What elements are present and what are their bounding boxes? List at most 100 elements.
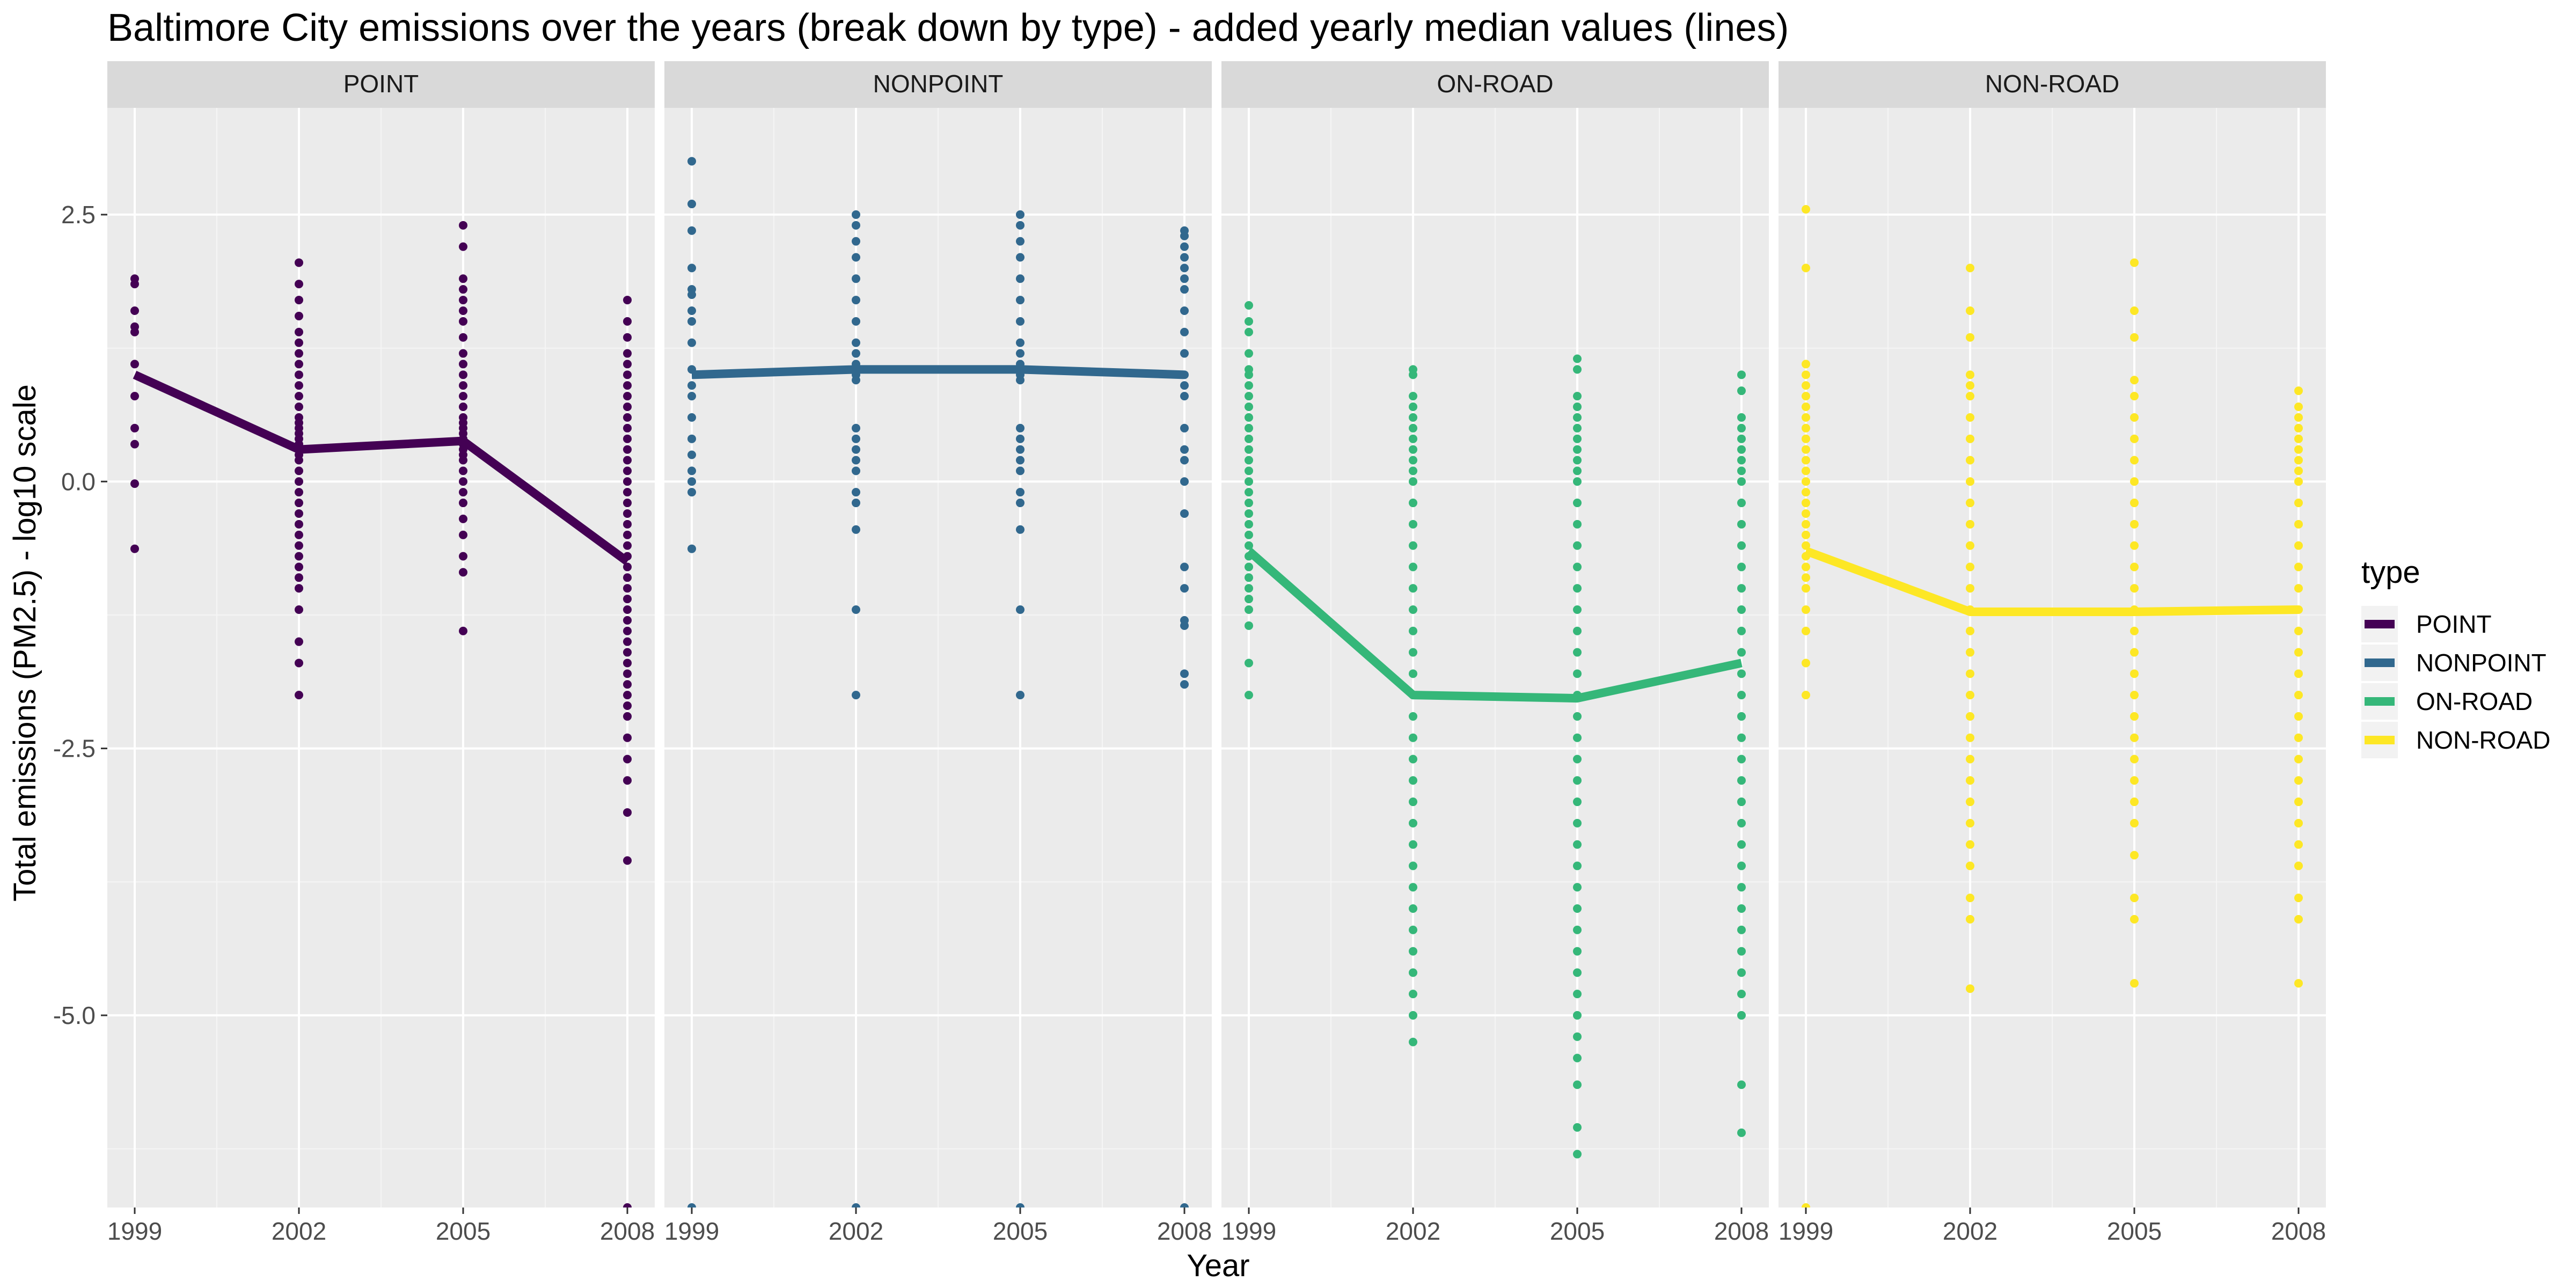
y-tick-label: -2.5	[53, 735, 96, 763]
data-point	[1180, 264, 1189, 273]
data-point	[1573, 499, 1582, 508]
data-point	[1966, 306, 1974, 315]
data-point	[623, 349, 632, 358]
data-point	[1966, 818, 1974, 828]
data-point	[623, 317, 632, 326]
data-point	[1966, 584, 1974, 593]
data-point	[1573, 423, 1582, 433]
data-point	[1245, 477, 1253, 486]
data-point	[1966, 519, 1974, 529]
data-point	[1409, 1037, 1417, 1046]
data-point	[1966, 370, 1974, 379]
data-point	[1737, 733, 1746, 742]
data-point	[687, 477, 696, 486]
data-point	[1802, 573, 1810, 582]
data-point	[295, 541, 303, 550]
data-point	[2130, 519, 2139, 529]
data-point	[2130, 712, 2139, 721]
data-point	[2294, 894, 2303, 903]
data-point	[295, 519, 303, 529]
data-point	[1245, 327, 1253, 336]
data-point	[1802, 370, 1810, 379]
data-point	[623, 477, 632, 486]
data-point	[687, 317, 696, 326]
facet-strip-label: NONPOINT	[873, 70, 1004, 98]
data-point	[1245, 413, 1253, 422]
data-point	[1409, 669, 1417, 678]
legend-label: NONPOINT	[2416, 649, 2546, 677]
data-point	[295, 530, 303, 539]
data-point	[1802, 434, 1810, 443]
data-point	[1180, 562, 1189, 572]
data-point	[1737, 413, 1746, 422]
facet-strip-label: ON-ROAD	[1437, 70, 1553, 98]
data-point	[852, 338, 860, 347]
data-point	[1245, 530, 1253, 539]
data-point	[1409, 861, 1417, 870]
data-point	[1409, 423, 1417, 433]
data-point	[295, 327, 303, 336]
data-point	[1573, 712, 1582, 721]
data-point	[1737, 499, 1746, 508]
x-tick-label: 2005	[993, 1217, 1048, 1245]
data-point	[1245, 595, 1253, 604]
data-point	[1409, 562, 1417, 572]
data-point	[1245, 370, 1253, 379]
data-point	[623, 456, 632, 465]
data-point	[459, 370, 467, 379]
data-point	[130, 306, 139, 315]
data-point	[1180, 456, 1189, 465]
data-point	[1802, 562, 1810, 572]
data-point	[1409, 605, 1417, 614]
data-point	[1966, 861, 1974, 870]
data-point	[459, 488, 467, 497]
data-point	[623, 466, 632, 475]
data-point	[2130, 776, 2139, 785]
data-point	[1409, 1011, 1417, 1020]
data-point	[852, 274, 860, 283]
data-point	[852, 499, 860, 508]
data-point	[1245, 434, 1253, 443]
legend-item-nonpoint: NONPOINT	[2361, 645, 2546, 681]
data-point	[1966, 669, 1974, 678]
legend-label: ON-ROAD	[2416, 687, 2533, 715]
data-point	[459, 466, 467, 475]
data-point	[459, 626, 467, 635]
data-point	[2294, 584, 2303, 593]
data-point	[1245, 562, 1253, 572]
data-point	[1573, 733, 1582, 742]
data-point	[687, 200, 696, 209]
data-point	[1409, 370, 1417, 379]
data-point	[623, 733, 632, 742]
x-tick-label: 1999	[1779, 1217, 1833, 1245]
data-point	[459, 499, 467, 508]
data-point	[1245, 519, 1253, 529]
data-point	[1737, 818, 1746, 828]
data-point	[1016, 488, 1024, 497]
data-point	[687, 338, 696, 347]
data-point	[852, 691, 860, 700]
data-point	[1016, 274, 1024, 283]
data-point	[1573, 1150, 1582, 1159]
data-point	[1016, 434, 1024, 443]
data-point	[2130, 499, 2139, 508]
data-point	[1245, 402, 1253, 412]
data-point	[295, 280, 303, 289]
data-point	[1245, 466, 1253, 475]
data-point	[623, 434, 632, 443]
data-point	[1737, 861, 1746, 870]
data-point	[1573, 466, 1582, 475]
data-point	[1966, 562, 1974, 572]
data-point	[1180, 381, 1189, 390]
data-point	[1245, 445, 1253, 454]
data-point	[295, 258, 303, 267]
data-point	[1737, 445, 1746, 454]
data-point	[2294, 413, 2303, 422]
data-point	[1409, 733, 1417, 742]
data-point	[1966, 541, 1974, 550]
data-point	[1245, 317, 1253, 326]
data-point	[1409, 755, 1417, 764]
data-point	[1245, 584, 1253, 593]
data-point	[1409, 947, 1417, 956]
